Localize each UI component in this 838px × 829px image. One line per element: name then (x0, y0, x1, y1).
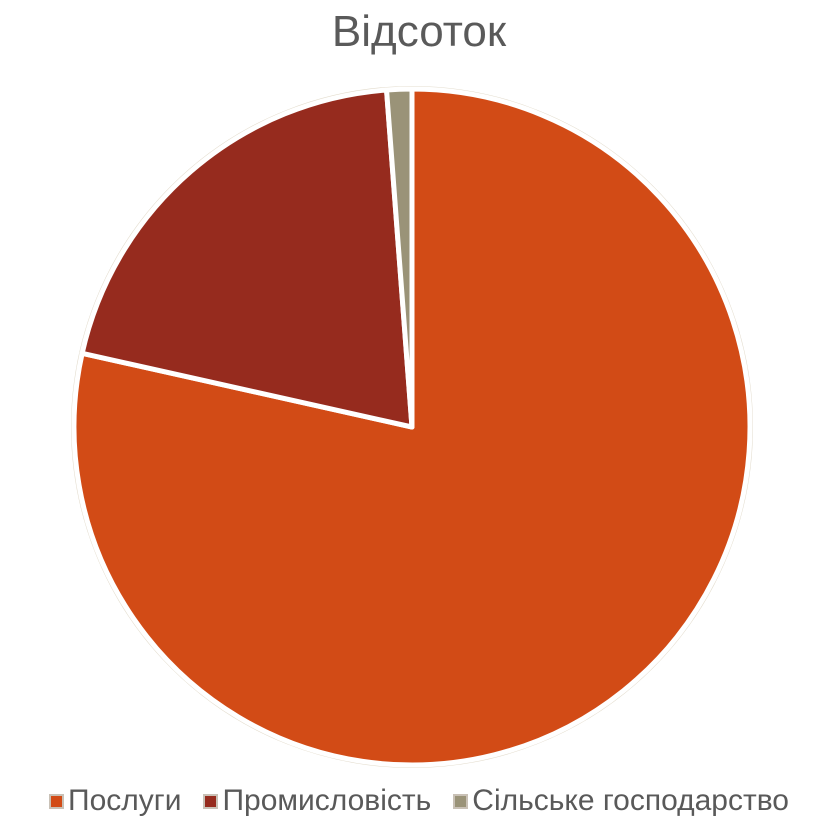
legend-entry-industry[interactable]: Промисловість (203, 784, 431, 818)
legend-swatch-industry (203, 793, 219, 809)
legend-swatch-services (49, 793, 64, 809)
pie-slice-agriculture[interactable] (384, 86, 415, 430)
legend-label-industry: Промисловість (222, 784, 432, 817)
legend: Послуги Промисловість Сільське господарс… (0, 784, 838, 818)
legend-swatch-agriculture (453, 793, 469, 809)
pie-slices (71, 86, 753, 768)
legend-entry-agriculture[interactable]: Сільське господарство (453, 784, 789, 818)
pie-slice-industry[interactable] (79, 87, 415, 430)
legend-label-services: Послуги (68, 784, 182, 817)
legend-label-agriculture: Сільське господарство (472, 784, 789, 817)
pie-slice-services[interactable] (71, 86, 753, 768)
chart-title: Відсоток (331, 7, 507, 56)
legend-entry-services[interactable]: Послуги (49, 784, 181, 818)
